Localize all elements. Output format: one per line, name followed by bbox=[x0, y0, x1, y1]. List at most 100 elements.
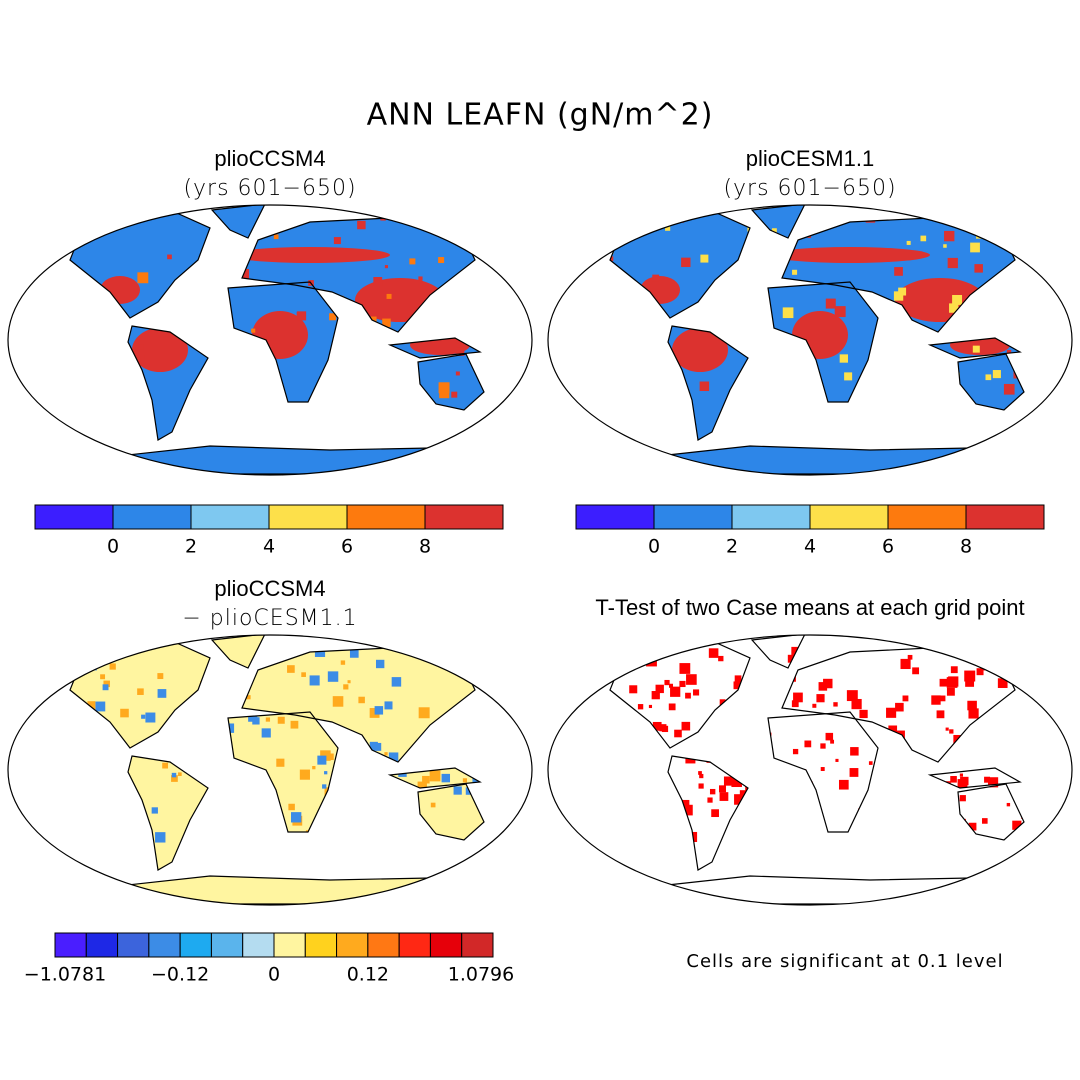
grid-cell bbox=[87, 701, 96, 710]
grid-cell bbox=[788, 793, 798, 804]
grid-cell bbox=[151, 807, 158, 814]
panel-title: plioCESM1.1 bbox=[746, 146, 874, 171]
hot-region bbox=[792, 311, 848, 359]
color-swatch bbox=[461, 932, 494, 958]
color-swatch bbox=[965, 504, 1045, 530]
grid-cell bbox=[918, 783, 923, 789]
grid-cell bbox=[708, 648, 719, 658]
grid-cell bbox=[224, 293, 229, 297]
grid-cell bbox=[398, 768, 407, 777]
grid-cell bbox=[922, 804, 927, 808]
grid-cell bbox=[457, 644, 468, 655]
grid-cell bbox=[86, 659, 90, 664]
grid-cell bbox=[982, 818, 988, 824]
grid-cell bbox=[273, 234, 279, 240]
continent bbox=[90, 876, 470, 904]
grid-cell bbox=[820, 743, 826, 749]
grid-cell bbox=[659, 787, 666, 794]
grid-cell bbox=[176, 721, 186, 731]
grid-cell bbox=[610, 786, 622, 798]
grid-cell bbox=[610, 752, 613, 761]
grid-cell bbox=[357, 220, 366, 230]
grid-cell bbox=[653, 754, 658, 759]
grid-cell bbox=[141, 714, 146, 719]
hot-region bbox=[640, 276, 680, 304]
grid-cell bbox=[455, 371, 460, 376]
grid-cell bbox=[949, 729, 954, 734]
grid-cell bbox=[458, 642, 469, 653]
coastline bbox=[127, 755, 209, 871]
grid-cell bbox=[422, 775, 430, 784]
coastline bbox=[667, 325, 749, 441]
grid-cell bbox=[868, 803, 873, 808]
grid-cell bbox=[625, 808, 632, 814]
coastline bbox=[767, 281, 879, 403]
color-swatch bbox=[273, 932, 306, 958]
grid-cell bbox=[640, 725, 645, 729]
grid-cell bbox=[888, 725, 898, 735]
map-body bbox=[69, 205, 485, 475]
colorbar-label: 6 bbox=[341, 536, 353, 558]
grid-cell bbox=[85, 231, 89, 236]
hot-region bbox=[230, 247, 390, 263]
grid-cell bbox=[418, 707, 430, 719]
grid-cell bbox=[686, 674, 697, 685]
grid-cell bbox=[816, 694, 825, 703]
grid-cell bbox=[648, 704, 653, 709]
grid-cell bbox=[754, 715, 765, 726]
grid-cell bbox=[1020, 808, 1024, 814]
grid-cell bbox=[655, 684, 664, 694]
grid-cell bbox=[312, 765, 316, 770]
grid-cell bbox=[109, 663, 116, 670]
grid-cell bbox=[889, 791, 896, 799]
grid-cell bbox=[963, 826, 970, 834]
grid-cell bbox=[102, 307, 106, 311]
grid-cell bbox=[731, 776, 742, 788]
grid-cell bbox=[731, 713, 740, 722]
grid-cell bbox=[391, 677, 402, 687]
map-border bbox=[7, 204, 533, 476]
grid-cell bbox=[451, 391, 458, 398]
grid-cell bbox=[700, 254, 709, 263]
grid-cell bbox=[246, 695, 251, 700]
grid-cell bbox=[992, 370, 1001, 379]
grid-cell bbox=[869, 643, 878, 651]
color-swatch bbox=[336, 932, 369, 958]
grid-cell bbox=[907, 654, 913, 660]
grid-cell bbox=[412, 393, 423, 404]
grid-cell bbox=[719, 792, 729, 801]
grid-cell bbox=[901, 357, 913, 369]
grid-cell bbox=[79, 767, 86, 774]
grid-cell bbox=[100, 674, 106, 680]
grid-cell bbox=[666, 645, 673, 652]
grid-cell bbox=[610, 244, 614, 254]
colorbar-label: 0 bbox=[107, 536, 119, 558]
grid-cell bbox=[804, 740, 812, 748]
color-swatch bbox=[653, 504, 733, 530]
grid-cell bbox=[340, 660, 346, 665]
grid-cell bbox=[1020, 662, 1024, 671]
grid-cell bbox=[463, 289, 473, 299]
grid-cell bbox=[943, 244, 947, 248]
grid-cell bbox=[983, 719, 990, 726]
panel-title: T-Test of two Case means at each grid po… bbox=[595, 595, 1024, 620]
grid-cell bbox=[812, 703, 817, 708]
grid-cell bbox=[438, 257, 445, 264]
grid-cell bbox=[254, 836, 261, 844]
grid-cell bbox=[227, 765, 232, 770]
continent bbox=[668, 756, 748, 870]
grid-cell bbox=[327, 671, 339, 682]
map-panel bbox=[7, 634, 533, 906]
grid-cell bbox=[680, 799, 690, 810]
grid-cell bbox=[876, 755, 885, 764]
grid-cell bbox=[102, 684, 109, 691]
grid-cell bbox=[659, 792, 667, 800]
grid-cell bbox=[886, 707, 897, 718]
coastline bbox=[667, 755, 749, 871]
grid-cell bbox=[277, 716, 285, 724]
panel-note: Cells are significant at 0.1 level bbox=[686, 951, 1003, 972]
panel-subtitle: (yrs 601−650) bbox=[183, 176, 356, 201]
grid-cell bbox=[652, 721, 662, 731]
grid-cell bbox=[95, 701, 106, 712]
coastline bbox=[767, 711, 879, 833]
